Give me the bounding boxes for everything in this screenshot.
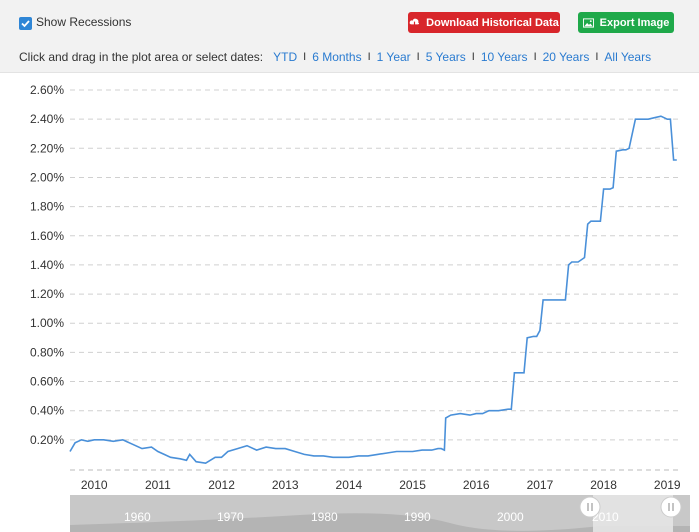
checkmark-icon <box>21 20 30 28</box>
range-1-year[interactable]: 1 Year <box>376 50 411 64</box>
y-tick-label: 0.80% <box>30 345 64 359</box>
navigator-handle-right[interactable] <box>660 496 682 518</box>
navigator-year-label: 1970 <box>217 510 244 524</box>
navigator[interactable]: 1960 1970 1980 1990 2000 2010 <box>70 495 690 532</box>
y-tick-label: 1.80% <box>30 200 64 214</box>
navigator-handle-left[interactable] <box>579 496 601 518</box>
y-tick-label: 0.40% <box>30 404 64 418</box>
x-tick-label: 2016 <box>463 478 490 492</box>
navigator-year-label: 2000 <box>497 510 524 524</box>
rate-chart[interactable]: 0.20% 0.40% 0.60% 0.80% 1.00% 1.20% 1.40% 1.60%… <box>0 72 699 532</box>
range-separator: I <box>533 51 537 63</box>
y-tick-label: 2.40% <box>30 112 64 126</box>
y-tick-label: 2.00% <box>30 170 64 184</box>
range-separator: I <box>471 51 475 63</box>
x-tick-label: 2018 <box>590 478 617 492</box>
handle-knob <box>660 496 682 518</box>
range-separator: I <box>367 51 371 63</box>
navigator-year-label: 2010 <box>592 510 619 524</box>
y-tick-label: 1.20% <box>30 287 64 301</box>
x-tick-label: 2017 <box>527 478 554 492</box>
download-button-label: Download Historical Data <box>426 16 559 29</box>
y-tick-label: 0.60% <box>30 375 64 389</box>
y-tick-label: 1.60% <box>30 229 64 243</box>
download-historical-data-button[interactable]: Download Historical Data <box>408 12 560 33</box>
cloud-download-icon <box>409 18 420 28</box>
range-separator: I <box>595 51 599 63</box>
x-tick-label: 2015 <box>399 478 426 492</box>
x-tick-label: 2019 <box>654 478 681 492</box>
navigator-year-label: 1990 <box>404 510 431 524</box>
x-tick-label: 2013 <box>272 478 299 492</box>
handle-knob <box>579 496 601 518</box>
range-20-years[interactable]: 20 Years <box>542 50 590 64</box>
y-tick-label: 2.20% <box>30 141 64 155</box>
grid-lines <box>70 89 680 471</box>
series-line <box>69 115 677 465</box>
y-tick-label: 1.40% <box>30 258 64 272</box>
show-recessions-label[interactable]: Show Recessions <box>36 15 132 29</box>
date-range-selector: Click and drag in the plot area or selec… <box>19 50 651 64</box>
y-tick-label: 1.00% <box>30 316 64 330</box>
x-axis-ticks: 2010 2011 2012 2013 2014 2015 2016 2017 2018 2019 <box>81 478 681 492</box>
navigator-year-label: 1960 <box>124 510 151 524</box>
range-10-years[interactable]: 10 Years <box>480 50 528 64</box>
navigator-area <box>70 513 690 532</box>
navigator-selection <box>593 495 673 532</box>
range-ytd[interactable]: YTD <box>273 50 298 64</box>
chart-toolbar: Show Recessions Download Historical Data… <box>0 0 699 73</box>
y-tick-label: 0.20% <box>30 433 64 447</box>
range-5-years[interactable]: 5 Years <box>425 50 466 64</box>
range-prompt: Click and drag in the plot area or selec… <box>19 50 264 64</box>
image-icon <box>582 17 594 28</box>
range-separator: I <box>416 51 420 63</box>
x-tick-label: 2012 <box>208 478 235 492</box>
x-tick-label: 2010 <box>81 478 108 492</box>
range-all-years[interactable]: All Years <box>604 50 652 64</box>
show-recessions-checkbox[interactable] <box>19 17 32 30</box>
navigator-year-label: 1980 <box>311 510 338 524</box>
x-tick-label: 2014 <box>336 478 363 492</box>
export-image-button[interactable]: Export Image <box>578 12 674 33</box>
x-tick-label: 2011 <box>145 478 171 492</box>
range-6-months[interactable]: 6 Months <box>312 50 362 64</box>
y-axis-ticks: 0.20% 0.40% 0.60% 0.80% 1.00% 1.20% 1.40% 1.60%… <box>30 83 64 447</box>
export-button-label: Export Image <box>599 16 670 29</box>
range-separator: I <box>303 51 307 63</box>
y-tick-label: 2.60% <box>30 83 64 97</box>
